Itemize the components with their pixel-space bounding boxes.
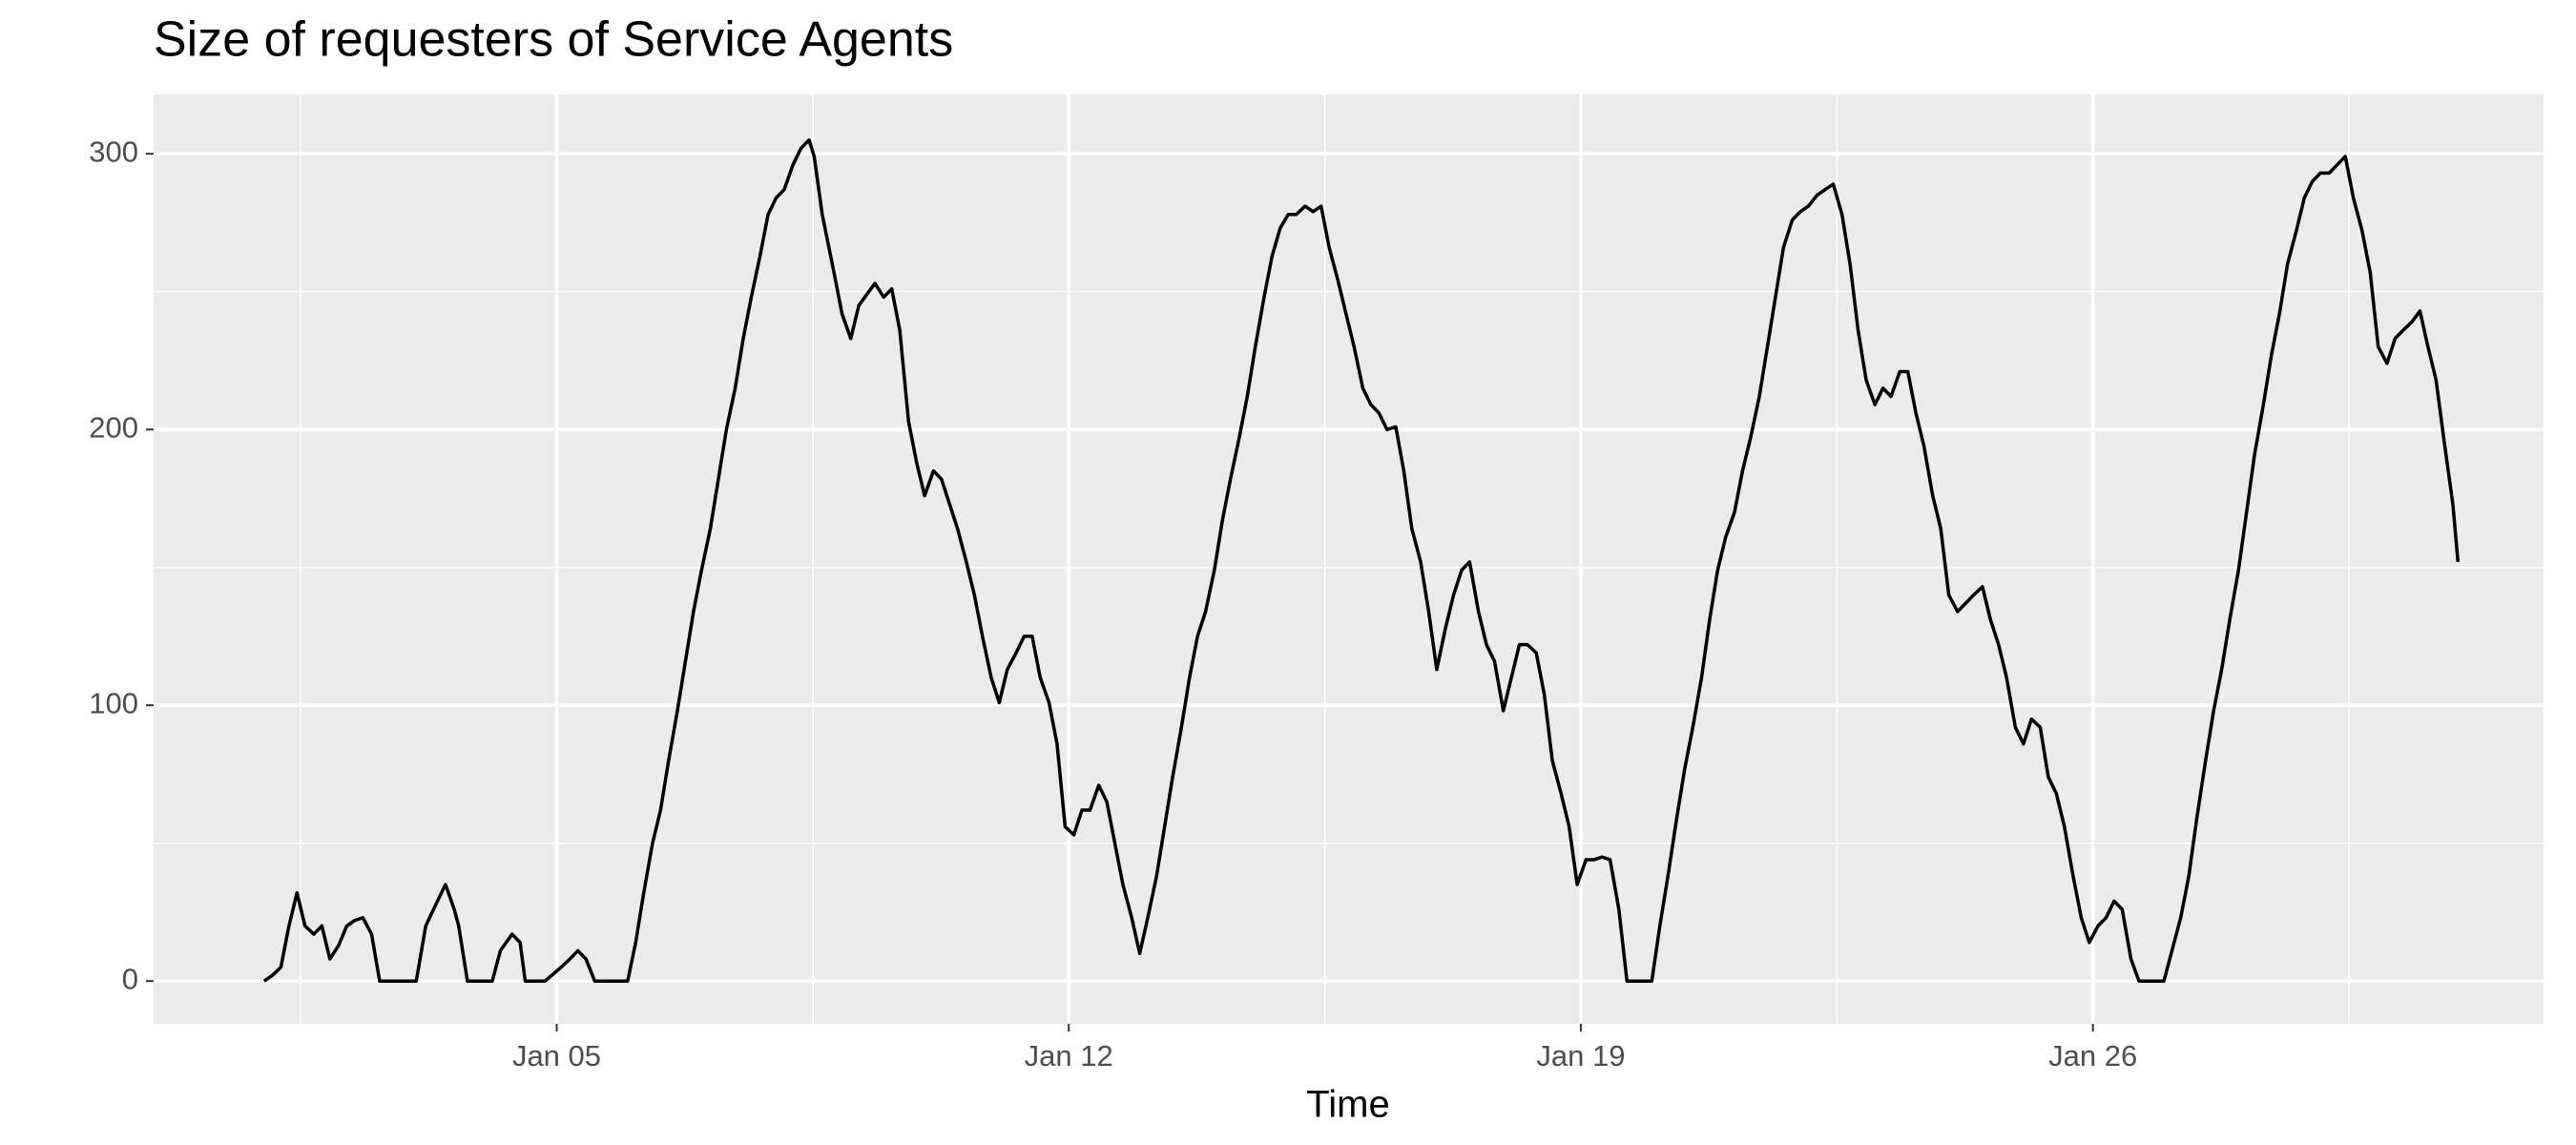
x-tick-label: Jan 19 <box>1536 1039 1625 1072</box>
data-line <box>262 137 2461 983</box>
x-tick-label: Jan 26 <box>2048 1039 2137 1072</box>
chart-title: Size of requesters of Service Agents <box>154 12 953 68</box>
y-tick-label: 300 <box>89 135 138 168</box>
y-tick-label: 200 <box>89 410 138 444</box>
y-tick-label: 0 <box>122 962 138 995</box>
x-tick-label: Jan 05 <box>512 1039 601 1072</box>
x-axis-title: Time <box>1306 1084 1389 1126</box>
plot-panel <box>154 94 2544 1024</box>
y-tick-label: 100 <box>89 686 138 719</box>
x-tick-label: Jan 12 <box>1025 1039 1113 1072</box>
